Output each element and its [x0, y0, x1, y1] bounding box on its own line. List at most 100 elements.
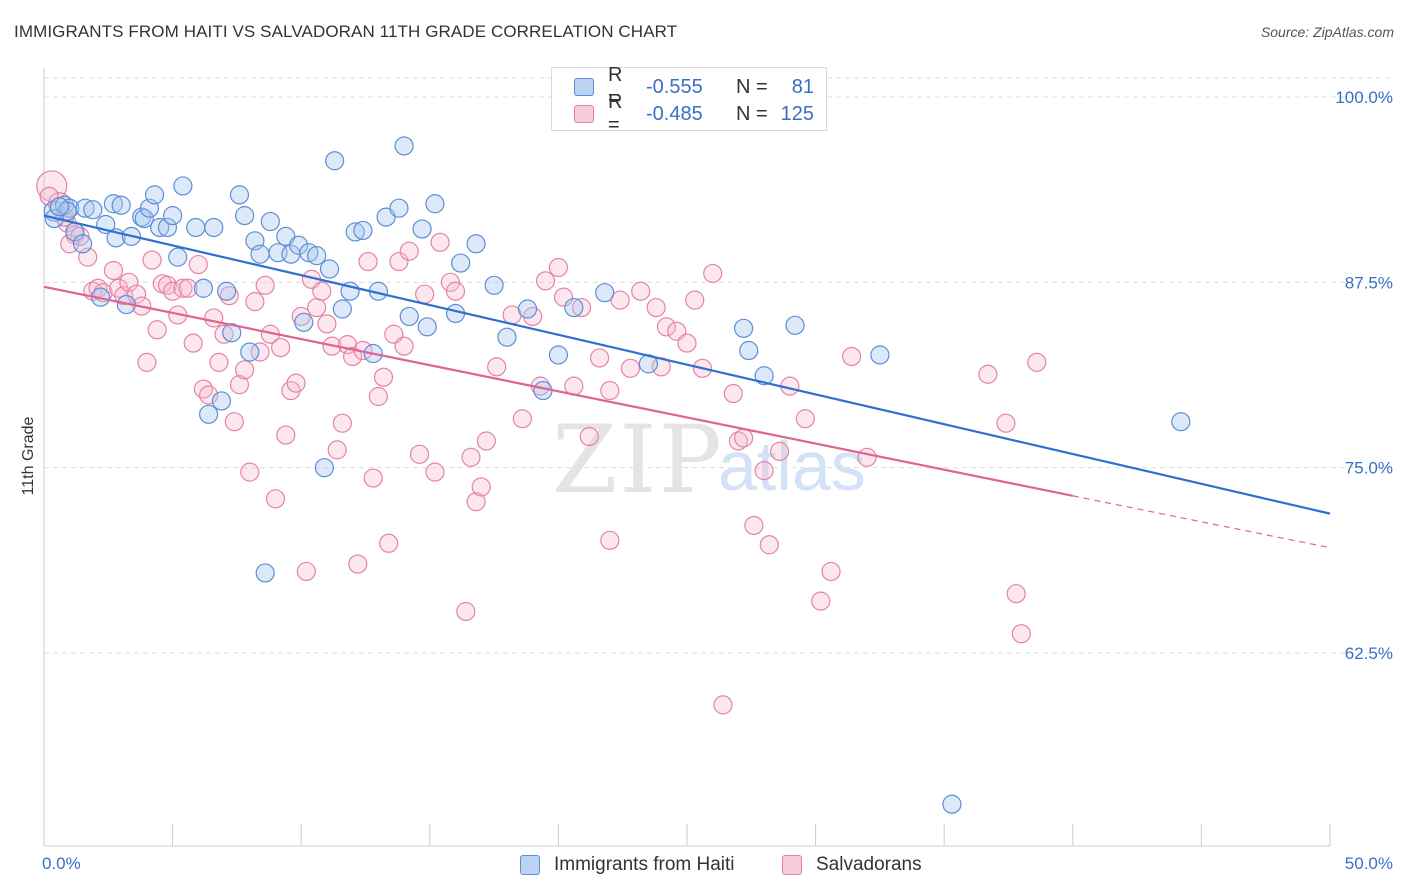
point-salvadorans [677, 333, 697, 353]
y-tick-label: 87.5% [1345, 273, 1393, 292]
point-salvadorans [240, 462, 260, 482]
point-salvadorans [440, 272, 460, 292]
point-haiti [103, 194, 124, 214]
watermark-zip: ZIP [552, 406, 724, 515]
x-tick-label-min: 0.0% [42, 854, 81, 873]
point-haiti [942, 794, 962, 814]
y-tick-label: 75.0% [1345, 459, 1393, 478]
point-haiti [353, 220, 373, 241]
point-haiti [1171, 412, 1191, 432]
point-salvadorans [487, 357, 507, 377]
point-haiti [289, 235, 309, 255]
point-salvadorans [307, 297, 327, 318]
point-salvadorans [409, 444, 430, 464]
point-salvadorans [471, 477, 491, 497]
point-salvadorans [235, 360, 255, 380]
legend-n-value: 125 [780, 102, 814, 125]
point-salvadorans [610, 290, 630, 310]
point-salvadorans [512, 409, 532, 429]
point-haiti [564, 297, 584, 318]
point-salvadorans [193, 379, 214, 399]
point-haiti [193, 278, 214, 298]
point-haiti [325, 151, 345, 171]
point-salvadorans [476, 431, 496, 451]
point-haiti [754, 366, 774, 386]
point-salvadorans [744, 515, 764, 536]
point-haiti [144, 185, 165, 205]
x-tick-label-max: 50.0% [1345, 854, 1393, 873]
point-haiti [163, 206, 183, 226]
point-haiti [870, 345, 890, 365]
legend-row-salvadorans: R = -0.485 N = 125 [574, 91, 814, 136]
point-salvadorans [535, 271, 556, 291]
point-salvadorans [119, 272, 139, 292]
bottom-legend-haiti: Immigrants from Haiti [520, 852, 735, 878]
point-haiti [739, 340, 759, 361]
point-haiti [785, 315, 805, 335]
point-salvadorans [312, 281, 332, 301]
point-salvadorans [368, 386, 388, 407]
point-salvadorans [373, 367, 394, 387]
trendline-salvadorans [43, 285, 1074, 497]
point-haiti [466, 234, 486, 254]
point-salvadorans [188, 254, 208, 275]
point-salvadorans [656, 317, 677, 337]
point-haiti [250, 244, 270, 264]
point-salvadorans [229, 375, 250, 395]
point-haiti [314, 458, 334, 478]
point-salvadorans [713, 695, 733, 715]
point-salvadorans [389, 251, 409, 272]
point-haiti [484, 275, 504, 295]
point-salvadorans [759, 535, 779, 555]
point-salvadorans [214, 324, 234, 344]
point-haiti [255, 563, 275, 583]
point-haiti [412, 219, 432, 239]
point-haiti [332, 299, 352, 319]
point-haiti [319, 259, 340, 279]
point-salvadorans [343, 346, 363, 367]
point-haiti [451, 253, 471, 273]
point-salvadorans [553, 287, 574, 307]
point-salvadorans [255, 275, 275, 295]
point-salvadorans [394, 336, 414, 356]
legend-r-value: -0.485 [646, 102, 703, 125]
point-haiti [260, 211, 280, 232]
point-haiti [294, 312, 314, 332]
chart-title: IMMIGRANTS FROM HAITI VS SALVADORAN 11TH… [14, 22, 678, 41]
point-salvadorans [811, 591, 831, 611]
point-haiti [111, 195, 131, 215]
point-haiti [240, 342, 260, 362]
point-salvadorans [620, 358, 641, 378]
point-salvadorans [178, 278, 198, 298]
point-salvadorans [579, 426, 599, 447]
point-haiti [150, 217, 170, 238]
point-salvadorans [348, 554, 368, 574]
point-salvadorans [245, 292, 265, 312]
bottom-legend-swatch-haiti [520, 855, 540, 875]
point-salvadorans [430, 232, 450, 252]
point-salvadorans [466, 492, 486, 512]
watermark: ZIP atlas [552, 406, 866, 515]
axis-labels: 62.5% 75.0% 87.5% 100.0% 0.0% 50.0% 11th Grade [20, 88, 1393, 873]
bottom-legend-label-haiti: Immigrants from Haiti [554, 854, 735, 875]
point-salvadorans [142, 250, 162, 270]
point-haiti [168, 247, 188, 267]
legend-row-haiti: R = -0.555 N = 81 [574, 64, 814, 109]
point-salvadorans [126, 284, 147, 304]
point-salvadorans [461, 447, 481, 467]
point-salvadorans [103, 260, 124, 281]
point-haiti [425, 194, 445, 214]
trendline-haiti [43, 214, 1331, 515]
point-haiti [399, 306, 419, 327]
point-haiti [83, 200, 103, 220]
point-salvadorans [271, 337, 291, 358]
y-axis-title: 11th Grade [20, 416, 37, 495]
legend-r-value: -0.555 [646, 75, 703, 98]
legend-r-label: R = [608, 64, 623, 109]
point-salvadorans [600, 380, 620, 401]
point-salvadorans [1011, 624, 1031, 644]
point-haiti [134, 208, 154, 229]
point-haiti [389, 198, 409, 218]
point-salvadorans [548, 257, 569, 278]
point-salvadorans [1027, 352, 1047, 372]
